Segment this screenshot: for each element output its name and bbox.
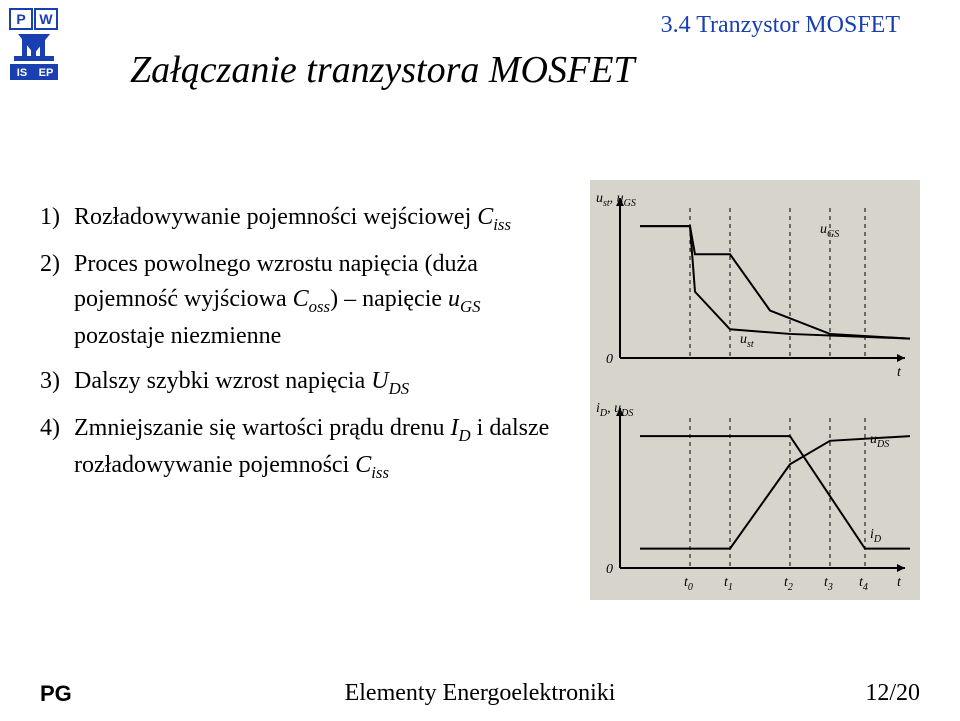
svg-text:EP: EP	[39, 67, 54, 79]
list-item-number: 4)	[40, 411, 74, 485]
svg-text:IS: IS	[17, 67, 27, 79]
list-item-text: Rozładowywanie pojemności wejściowej Cis…	[74, 200, 560, 237]
timing-graphs: ust, uGS0tuGSustiD, uDS0tuDSiDt0t1t2t3t4	[590, 180, 920, 605]
footer-page-num: 12/20	[865, 680, 920, 707]
list-item-number: 3)	[40, 364, 74, 401]
list-item-text: Zmniejszanie się wartości prądu drenu ID…	[74, 411, 560, 485]
list-item-number: 2)	[40, 247, 74, 354]
institution-logo: PW IS EP	[8, 8, 60, 87]
svg-text:W: W	[39, 11, 53, 27]
svg-text:0: 0	[606, 352, 613, 367]
list-item: 3)Dalszy szybki wzrost napięcia UDS	[40, 364, 560, 401]
footer-title: Elementy Energoelektroniki	[0, 680, 960, 707]
list-item: 1)Rozładowywanie pojemności wejściowej C…	[40, 200, 560, 237]
page-title: Załączanie tranzystora MOSFET	[130, 48, 635, 92]
content-list: 1)Rozładowywanie pojemności wejściowej C…	[40, 200, 560, 495]
list-item: 2)Proces powolnego wzrostu napięcia (duż…	[40, 247, 560, 354]
list-item: 4)Zmniejszanie się wartości prądu drenu …	[40, 411, 560, 485]
list-item-text: Proces powolnego wzrostu napięcia (duża …	[74, 247, 560, 354]
list-item-number: 1)	[40, 200, 74, 237]
svg-text:0: 0	[606, 562, 613, 577]
list-item-text: Dalszy szybki wzrost napięcia UDS	[74, 364, 560, 401]
section-header: 3.4 Tranzystor MOSFET	[661, 12, 900, 39]
svg-text:P: P	[16, 11, 25, 27]
